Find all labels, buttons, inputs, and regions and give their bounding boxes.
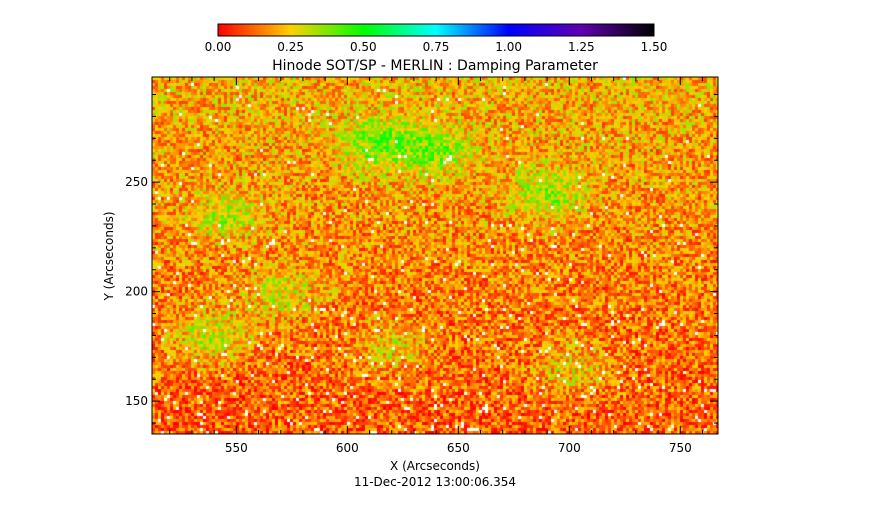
y-tick-label: 250 (125, 175, 148, 189)
colorbar (217, 23, 655, 37)
plot-area (152, 77, 718, 434)
x-tick-label: 700 (558, 441, 581, 455)
x-tick-label: 750 (669, 441, 692, 455)
y-axis-label: Y (Arcseconds) (102, 211, 116, 301)
chart-title: Hinode SOT/SP - MERLIN : Damping Paramet… (272, 58, 598, 74)
colorbar-tick-label: 0.00 (205, 40, 232, 54)
timestamp: 11-Dec-2012 13:00:06.354 (354, 475, 516, 489)
colorbar-ticks: 0.00 0.25 0.50 0.75 1.00 1.25 1.50 (205, 40, 668, 54)
x-tick-label: 600 (336, 441, 359, 455)
x-tick-label: 550 (225, 441, 248, 455)
plot-frame (151, 76, 719, 435)
colorbar-tick-label: 0.75 (423, 40, 450, 54)
colorbar-tick-label: 0.50 (350, 40, 377, 54)
colorbar-tick-label: 1.25 (568, 40, 595, 54)
x-axis: 550 600 650 700 750 (169, 77, 703, 455)
heatmap-image (152, 77, 718, 434)
colorbar-tick-label: 0.25 (277, 40, 304, 54)
y-tick-label: 150 (125, 394, 148, 408)
colorbar-tick-label: 1.50 (641, 40, 668, 54)
x-axis-label: X (Arcseconds) (390, 459, 480, 473)
x-tick-label: 650 (447, 441, 470, 455)
y-axis: 150 200 250 (125, 94, 718, 424)
y-tick-label: 200 (125, 285, 148, 299)
colorbar-tick-label: 1.00 (495, 40, 522, 54)
